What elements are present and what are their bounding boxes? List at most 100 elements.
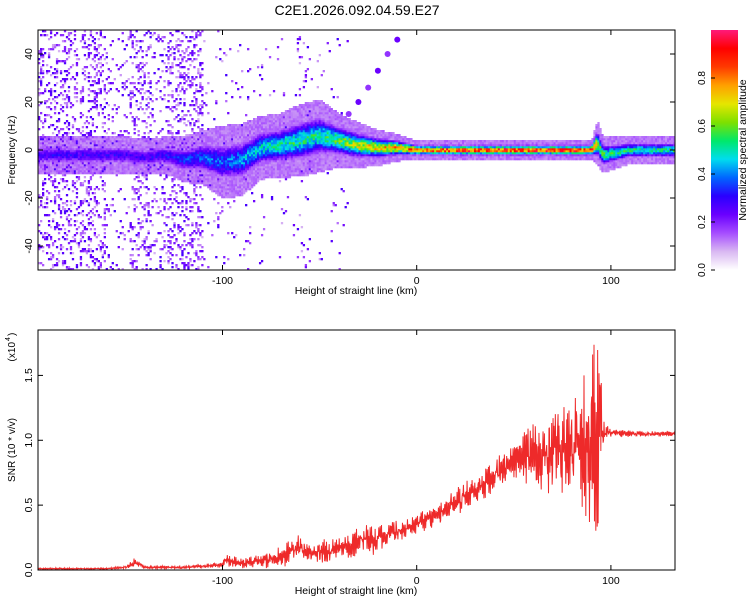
spectrogram-cell bbox=[89, 150, 93, 153]
spectrogram-cell bbox=[81, 170, 85, 173]
spectrogram-cell bbox=[189, 136, 192, 139]
spectrogram-cell bbox=[73, 234, 77, 237]
spectrogram-cell bbox=[252, 156, 256, 159]
spectrogram-cell bbox=[161, 150, 164, 153]
spectrogram-cell bbox=[262, 162, 266, 165]
spectrogram-cell bbox=[233, 152, 236, 155]
spectrogram-cell bbox=[165, 174, 168, 177]
spectrogram-cell bbox=[211, 170, 214, 173]
spectrogram-cell bbox=[63, 262, 67, 265]
spectrogram-cell bbox=[256, 162, 260, 165]
spectrogram-cell bbox=[139, 82, 142, 85]
spectrogram-cell bbox=[43, 90, 47, 93]
spectrogram-cell bbox=[111, 146, 114, 149]
spectrogram-cell bbox=[61, 84, 65, 87]
spectrogram-cell bbox=[177, 160, 180, 163]
spectrogram-cell bbox=[185, 158, 188, 161]
spectrogram-cell bbox=[185, 152, 188, 155]
spectrogram-cell bbox=[197, 30, 200, 33]
spectrogram-cell bbox=[61, 236, 65, 239]
spectrogram-cell bbox=[229, 130, 232, 133]
spectrogram-cell bbox=[167, 230, 170, 233]
spectrogram-cell bbox=[147, 146, 150, 149]
spectrogram-cell bbox=[85, 146, 89, 149]
spectrogram-cell bbox=[213, 160, 216, 163]
spectrogram-cell bbox=[225, 178, 228, 181]
spectrogram-cell bbox=[264, 168, 268, 171]
spectrogram-cell bbox=[199, 142, 202, 145]
spectrogram-cell bbox=[243, 158, 246, 161]
spectrogram-cell bbox=[137, 174, 140, 177]
spectrogram-cell bbox=[161, 164, 164, 167]
spectrogram-cell bbox=[219, 152, 222, 155]
spectrogram-cell bbox=[47, 38, 51, 41]
spectrogram-cell bbox=[207, 266, 210, 269]
spectrogram-cell bbox=[288, 142, 292, 145]
spectrogram-cell bbox=[51, 152, 55, 155]
spectrogram-cell bbox=[147, 72, 150, 75]
spectrogram-cell bbox=[127, 132, 130, 135]
spectrogram-cell bbox=[237, 170, 240, 173]
spectrogram-cell bbox=[233, 194, 236, 197]
spectrogram-cell bbox=[165, 160, 168, 163]
spectrogram-cell bbox=[189, 160, 192, 163]
spectrogram-cell bbox=[147, 116, 150, 119]
spectrogram-cell bbox=[193, 132, 196, 135]
spectrogram-cell bbox=[241, 128, 244, 131]
spectrogram-cell bbox=[185, 168, 188, 171]
spectrogram-cell bbox=[288, 114, 292, 117]
spectrogram-cell bbox=[227, 154, 230, 157]
spectrogram-cell bbox=[195, 156, 198, 159]
spectrogram-cell bbox=[163, 136, 166, 139]
spectrogram-cell bbox=[145, 192, 148, 195]
spectrogram-cell bbox=[73, 88, 77, 91]
spectrogram-cell bbox=[268, 130, 272, 133]
spectrogram-cell bbox=[203, 150, 206, 153]
spectrogram-cell bbox=[43, 118, 47, 121]
spectrogram-cell bbox=[121, 160, 124, 163]
spectrogram-cell bbox=[254, 164, 258, 167]
spectrogram-cell bbox=[278, 152, 282, 155]
spectrogram-cell bbox=[157, 160, 160, 163]
spectrogram-cell bbox=[268, 128, 272, 131]
spectrogram-cell bbox=[219, 168, 222, 171]
spectrogram-cell bbox=[139, 180, 142, 183]
spectrogram-cell bbox=[199, 150, 202, 153]
spectrogram-cell bbox=[155, 88, 158, 91]
spectrogram-cell bbox=[61, 128, 65, 131]
spectrogram-cell bbox=[256, 118, 260, 121]
spectrogram-cell bbox=[260, 154, 264, 157]
spectrogram-cell bbox=[266, 148, 270, 151]
spectrogram-cell bbox=[151, 168, 154, 171]
spectrogram-cell bbox=[239, 254, 242, 257]
spectrogram-cell bbox=[264, 154, 268, 157]
spectrogram-cell bbox=[181, 32, 184, 35]
spectrogram-cell bbox=[254, 152, 258, 155]
spectrogram-cell bbox=[95, 138, 99, 141]
spectrogram-cell bbox=[233, 162, 236, 165]
spectrogram-cell bbox=[191, 78, 194, 81]
spectrogram-cell bbox=[45, 156, 49, 159]
spectrogram-cell bbox=[268, 176, 272, 179]
spectrogram-cell bbox=[87, 152, 91, 155]
spectrogram-cell bbox=[91, 136, 95, 139]
spectrogram-cell bbox=[247, 132, 250, 135]
spectrogram-cell bbox=[189, 144, 192, 147]
spectrogram-cell bbox=[251, 150, 254, 153]
spectrogram-cell bbox=[105, 144, 108, 147]
spectrogram-cell bbox=[167, 160, 170, 163]
spectrogram-cell bbox=[219, 126, 222, 129]
spectrogram-cell bbox=[201, 236, 204, 239]
spectrogram-cell bbox=[51, 164, 55, 167]
spectrogram-cell bbox=[103, 168, 106, 171]
spectrogram-cell bbox=[292, 224, 296, 227]
spectrogram-cell bbox=[171, 142, 174, 145]
spectrogram-cell bbox=[274, 170, 278, 173]
spectrogram-cell bbox=[133, 128, 136, 131]
spectrogram-cell bbox=[266, 156, 270, 159]
spectrogram-cell bbox=[229, 188, 232, 191]
spectrogram-cell bbox=[270, 144, 274, 147]
spectrogram-cell bbox=[59, 244, 63, 247]
spectrogram-cell bbox=[201, 144, 204, 147]
spectrogram-cell bbox=[191, 104, 194, 107]
